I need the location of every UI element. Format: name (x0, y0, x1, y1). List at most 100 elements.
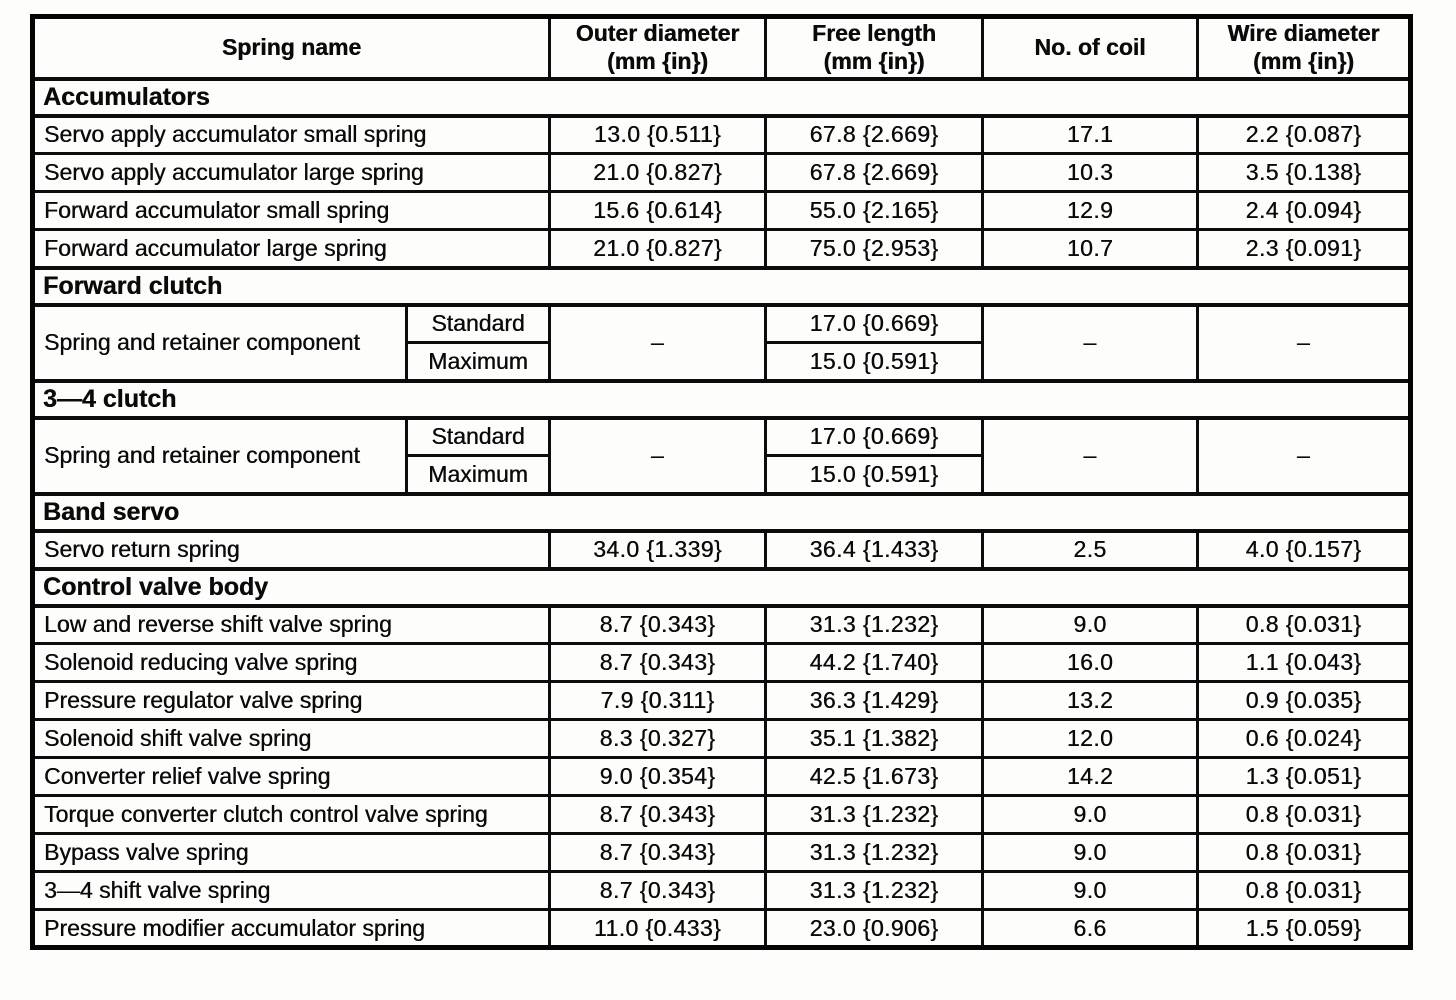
section-header-row: Accumulators (31, 76, 1412, 118)
wire-diameter-cell: 2.3 {0.091} (1196, 228, 1412, 269)
outer-diameter-cell: 13.0 {0.511} (548, 114, 767, 155)
coil-count-cell: 16.0 (981, 642, 1199, 683)
column-header-free-length: Free length (mm {in}) (764, 15, 984, 81)
coil-count-cell: 2.5 (981, 529, 1199, 570)
coil-count-cell: 6.6 (981, 908, 1199, 949)
free-length-cell: 55.0 {2.165} (764, 190, 984, 231)
spring-name-cell: Forward accumulator small spring (31, 190, 551, 231)
table-row: Spring and retainer component Standard –… (31, 416, 1412, 495)
spring-name-cell: Forward accumulator large spring (31, 228, 551, 269)
section-header-row: Control valve body (31, 566, 1412, 608)
spring-name-cell: Solenoid shift valve spring (31, 718, 551, 759)
section-title-control-valve-body: Control valve body (31, 566, 1412, 608)
table-row: Maximum 15.0 {0.591} (33, 341, 1411, 382)
wire-diameter-cell: 2.2 {0.087} (1196, 114, 1412, 155)
variant-label-standard: Standard (405, 416, 551, 457)
variant-label-standard: Standard (405, 303, 551, 344)
free-length-cell: 42.5 {1.673} (764, 756, 984, 797)
spring-name-cell: 3—4 shift valve spring (31, 870, 551, 911)
coil-count-cell: 10.7 (981, 228, 1199, 269)
coil-count-cell: – (981, 303, 1199, 382)
free-length-cell: 35.1 {1.382} (764, 718, 984, 759)
table-row: Forward accumulator large spring 21.0 {0… (31, 228, 1412, 269)
coil-count-cell: 9.0 (981, 870, 1199, 911)
outer-diameter-cell: 7.9 {0.311} (548, 680, 767, 721)
spring-name-cell: Pressure modifier accumulator spring (31, 908, 551, 949)
spring-specifications-table: Spring name Outer diameter (mm {in}) Fre… (30, 14, 1413, 950)
coil-count-cell: 12.0 (981, 718, 1199, 759)
outer-diameter-cell: 8.3 {0.327} (548, 718, 767, 759)
free-length-maximum-cell: 15.0 {0.591} (764, 341, 984, 382)
coil-count-cell: 17.1 (981, 114, 1199, 155)
table-row: Forward accumulator small spring 15.6 {0… (31, 190, 1412, 231)
free-length-cell: 31.3 {1.232} (764, 832, 984, 873)
variant-label-maximum: Maximum (405, 454, 551, 495)
spring-name-cell: Servo return spring (31, 529, 551, 570)
wire-diameter-cell: – (1196, 416, 1412, 495)
section-title-forward-clutch: Forward clutch (31, 265, 1412, 307)
wire-diameter-cell: 1.1 {0.043} (1196, 642, 1412, 683)
column-header-outer-diameter: Outer diameter (mm {in}) (548, 15, 767, 81)
wire-diameter-cell: – (1196, 303, 1412, 382)
column-header-wire-diameter: Wire diameter (mm {in}) (1196, 15, 1412, 81)
table-row: Bypass valve spring 8.7 {0.343} 31.3 {1.… (31, 832, 1412, 873)
spring-name-cell: Solenoid reducing valve spring (31, 642, 551, 683)
wire-diameter-cell: 0.9 {0.035} (1196, 680, 1412, 721)
wire-diameter-cell: 1.5 {0.059} (1196, 908, 1412, 949)
wire-diameter-cell: 0.8 {0.031} (1196, 604, 1412, 645)
free-length-cell: 31.3 {1.232} (764, 604, 984, 645)
outer-diameter-cell: 8.7 {0.343} (548, 870, 767, 911)
table-row: Torque converter clutch control valve sp… (31, 794, 1412, 835)
section-title-accumulators: Accumulators (31, 76, 1412, 118)
coil-count-cell: 9.0 (981, 604, 1199, 645)
coil-count-cell: 13.2 (981, 680, 1199, 721)
outer-diameter-cell: 8.7 {0.343} (548, 794, 767, 835)
free-length-cell: 36.3 {1.429} (764, 680, 984, 721)
spring-name-cell: Spring and retainer component (31, 416, 408, 495)
spring-name-cell: Servo apply accumulator small spring (31, 114, 551, 155)
wire-diameter-cell: 3.5 {0.138} (1196, 152, 1412, 193)
table-row: Servo apply accumulator large spring 21.… (31, 152, 1412, 193)
wire-diameter-cell: 1.3 {0.051} (1196, 756, 1412, 797)
table-header-row: Spring name Outer diameter (mm {in}) Fre… (31, 15, 1412, 81)
coil-count-cell: 9.0 (981, 832, 1199, 873)
free-length-cell: 67.8 {2.669} (764, 152, 984, 193)
wire-diameter-cell: 0.8 {0.031} (1196, 832, 1412, 873)
table-row: Servo return spring 34.0 {1.339} 36.4 {1… (31, 529, 1412, 570)
free-length-cell: 23.0 {0.906} (764, 908, 984, 949)
table-row: Pressure regulator valve spring 7.9 {0.3… (31, 680, 1412, 721)
table-row: Maximum 15.0 {0.591} (33, 454, 1411, 495)
coil-count-cell: 12.9 (981, 190, 1199, 231)
wire-diameter-cell: 0.8 {0.031} (1196, 794, 1412, 835)
outer-diameter-cell: 8.7 {0.343} (548, 832, 767, 873)
section-header-row: 3—4 clutch (31, 378, 1412, 420)
column-header-spring-name: Spring name (31, 15, 551, 81)
table-row: Converter relief valve spring 9.0 {0.354… (31, 756, 1412, 797)
outer-diameter-cell: – (548, 303, 767, 382)
spring-name-cell: Torque converter clutch control valve sp… (31, 794, 551, 835)
section-title-band-servo: Band servo (31, 491, 1412, 533)
outer-diameter-cell: 21.0 {0.827} (548, 228, 767, 269)
outer-diameter-cell: – (548, 416, 767, 495)
table-row: Low and reverse shift valve spring 8.7 {… (31, 604, 1412, 645)
section-header-row: Band servo (31, 491, 1412, 533)
outer-diameter-cell: 9.0 {0.354} (548, 756, 767, 797)
free-length-standard-cell: 17.0 {0.669} (764, 303, 984, 344)
free-length-standard-cell: 17.0 {0.669} (764, 416, 984, 457)
free-length-cell: 31.3 {1.232} (764, 794, 984, 835)
table-row: 3—4 shift valve spring 8.7 {0.343} 31.3 … (31, 870, 1412, 911)
section-title-3-4-clutch: 3—4 clutch (31, 378, 1412, 420)
column-header-no-of-coil: No. of coil (981, 15, 1199, 81)
scanned-document-page: Spring name Outer diameter (mm {in}) Fre… (30, 14, 1413, 950)
coil-count-cell: 9.0 (981, 794, 1199, 835)
table-row: Solenoid shift valve spring 8.3 {0.327} … (31, 718, 1412, 759)
table-row: Spring and retainer component Standard –… (31, 303, 1412, 382)
free-length-cell: 31.3 {1.232} (764, 870, 984, 911)
free-length-cell: 44.2 {1.740} (764, 642, 984, 683)
wire-diameter-cell: 2.4 {0.094} (1196, 190, 1412, 231)
coil-count-cell: 14.2 (981, 756, 1199, 797)
wire-diameter-cell: 0.8 {0.031} (1196, 870, 1412, 911)
outer-diameter-cell: 15.6 {0.614} (548, 190, 767, 231)
outer-diameter-cell: 8.7 {0.343} (548, 604, 767, 645)
table-row: Solenoid reducing valve spring 8.7 {0.34… (31, 642, 1412, 683)
